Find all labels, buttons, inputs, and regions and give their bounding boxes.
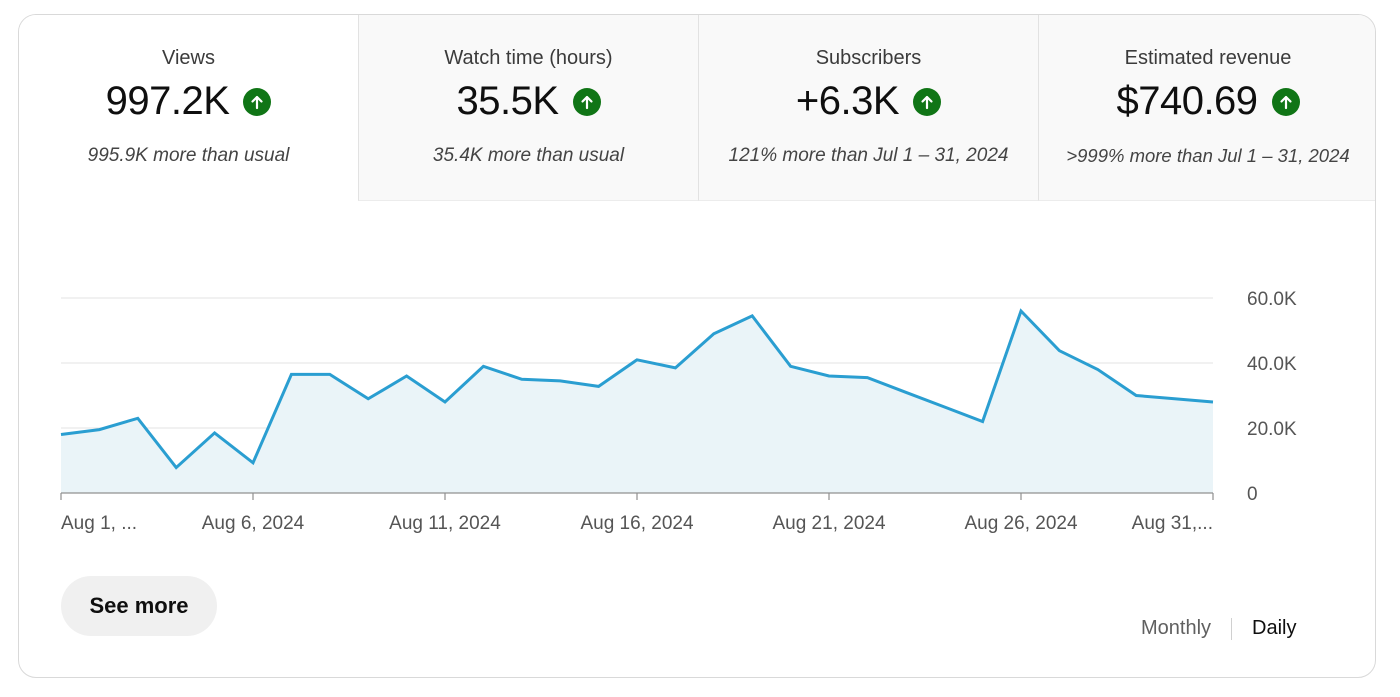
period-toggle: Monthly Daily — [1141, 617, 1296, 640]
daily-option[interactable]: Daily — [1252, 617, 1297, 639]
metric-comparison: >999% more than Jul 1 – 31, 2024 — [1066, 145, 1350, 166]
metric-tab-subscribers[interactable]: Subscribers +6.3K 121% more than Jul 1 –… — [698, 15, 1038, 201]
metric-tab-watch-time[interactable]: Watch time (hours) 35.5K 35.4K more than… — [358, 15, 698, 201]
metric-value: 35.5K — [456, 79, 559, 123]
metric-tab-estimated-revenue[interactable]: Estimated revenue $740.69 >999% more tha… — [1038, 15, 1375, 201]
metric-value: $740.69 — [1116, 79, 1258, 123]
views-area-chart: 0 20.0K 40.0K 60.0K Aug 1, ... Aug 6, 2024 Aug… — [60, 289, 1297, 534]
metric-tab-views[interactable]: Views 997.2K 995.9K more than usual — [19, 15, 358, 201]
metric-title: Views — [162, 47, 215, 69]
metric-tabs: Views 997.2K 995.9K more than usual Watc… — [19, 15, 1375, 201]
metric-value: 997.2K — [105, 79, 230, 123]
arrow-up-circle-icon — [1271, 87, 1300, 116]
x-tick-label: Aug 26, 2024 — [964, 513, 1077, 534]
x-tick-label: Aug 16, 2024 — [580, 513, 693, 534]
views-area-fill — [61, 311, 1213, 493]
metric-comparison: 121% more than Jul 1 – 31, 2024 — [728, 145, 1009, 166]
analytics-card: Views 997.2K 995.9K more than usual Watc… — [18, 14, 1376, 678]
arrow-up-circle-icon — [243, 87, 272, 116]
x-tick-label: Aug 1, ... — [61, 513, 137, 534]
metric-title: Estimated revenue — [1124, 47, 1292, 69]
arrow-up-circle-icon — [572, 87, 601, 116]
y-tick-label: 40.0K — [1247, 354, 1297, 375]
metric-value: +6.3K — [795, 79, 900, 123]
x-tick-label: Aug 21, 2024 — [772, 513, 885, 534]
x-tick-label: Aug 31,... — [1132, 513, 1213, 534]
arrow-up-circle-icon — [913, 87, 942, 116]
metric-comparison: 995.9K more than usual — [87, 145, 290, 166]
y-tick-label: 0 — [1247, 484, 1258, 505]
toggle-divider — [1231, 617, 1233, 640]
monthly-option[interactable]: Monthly — [1141, 617, 1212, 639]
x-tick-label: Aug 11, 2024 — [389, 513, 501, 534]
y-tick-label: 20.0K — [1247, 419, 1297, 440]
see-more-button[interactable]: See more — [61, 576, 217, 636]
metric-comparison: 35.4K more than usual — [432, 145, 625, 166]
x-tick-label: Aug 6, 2024 — [202, 513, 305, 534]
metric-title: Subscribers — [815, 47, 922, 69]
views-series-line — [60, 308, 1214, 470]
y-tick-label: 60.0K — [1247, 289, 1297, 310]
metric-title: Watch time (hours) — [444, 47, 613, 69]
